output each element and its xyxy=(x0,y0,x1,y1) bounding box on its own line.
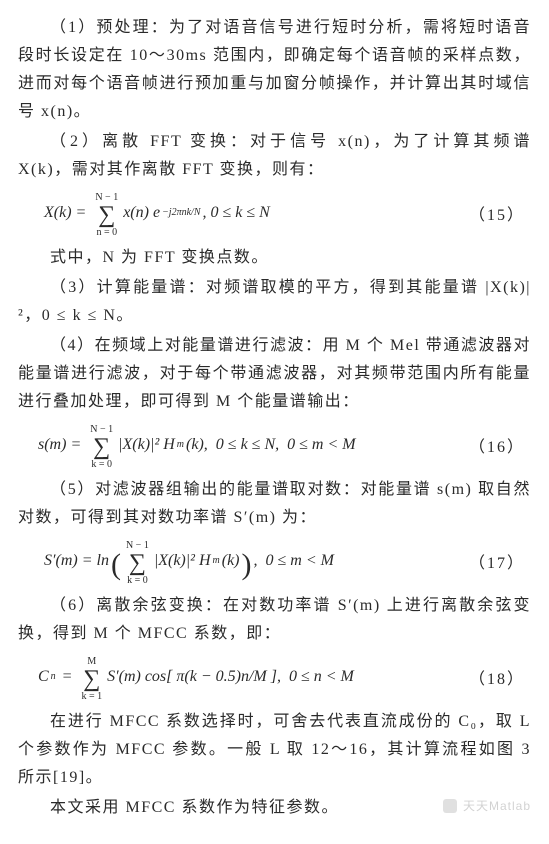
eq15-tail: , 0 ≤ k ≤ N xyxy=(203,204,270,222)
eq15-sum-lower: n = 0 xyxy=(96,227,117,238)
sigma-icon: ∑ xyxy=(129,551,146,575)
sigma-icon: ∑ xyxy=(83,667,100,691)
eq16-sum: N − 1 ∑ k = 0 xyxy=(90,424,113,470)
sigma-icon: ∑ xyxy=(98,203,115,227)
eq15-body: X(k) = N − 1 ∑ n = 0 x(n) e−j2πnk/N, 0 ≤… xyxy=(44,190,270,236)
eq16-sum-lower: k = 0 xyxy=(91,459,112,470)
eq16-term-a: |X(k)|² H xyxy=(118,436,175,454)
eq17-lhs: S′(m) = ln xyxy=(44,552,109,570)
equation-16: s(m) = N − 1 ∑ k = 0 |X(k)|² Hm(k), 0 ≤ … xyxy=(18,422,531,468)
eq16-number: （16） xyxy=(469,433,525,457)
para-4: （3）计算能量谱：对频谱取模的平方，得到其能量谱 |X(k)|²，0 ≤ k ≤… xyxy=(18,274,531,330)
eq18-lhs-a: C xyxy=(38,668,49,686)
watermark-logo-icon xyxy=(443,799,457,813)
watermark-text: 天天Matlab xyxy=(463,797,531,814)
eq15-number: （15） xyxy=(469,201,525,225)
eq17-term-b: (k) xyxy=(222,552,240,570)
eq17-number: （17） xyxy=(469,549,525,573)
eq16-term-b: (k), 0 ≤ k ≤ N, 0 ≤ m < M xyxy=(186,436,356,454)
para-5: （4）在频域上对能量谱进行滤波：用 M 个 Mel 带通滤波器对能量谱进行滤波，… xyxy=(18,332,531,416)
eq18-sum: M ∑ k = 1 xyxy=(81,656,102,702)
eq17-sum-lower: k = 0 xyxy=(127,575,148,586)
eq15-sum: N − 1 ∑ n = 0 xyxy=(95,192,118,238)
eq17-body: S′(m) = ln ( N − 1 ∑ k = 0 |X(k)|² Hm(k)… xyxy=(44,538,334,584)
para-2: （2）离散 FFT 变换：对于信号 x(n)，为了计算其频谱 X(k)，需对其作… xyxy=(18,128,531,184)
para-6: （5）对滤波器组输出的能量谱取对数：对能量谱 s(m) 取自然对数，可得到其对数… xyxy=(18,476,531,532)
para-3: 式中，N 为 FFT 变换点数。 xyxy=(18,244,531,272)
eq17-sum: N − 1 ∑ k = 0 xyxy=(126,540,149,586)
sigma-icon: ∑ xyxy=(93,435,110,459)
para-8: 在进行 MFCC 系数选择时，可舍去代表直流成份的 C₀，取 L 个参数作为 M… xyxy=(18,708,531,792)
eq18-term: S′(m) cos[ π(k − 0.5)n/M ], 0 ≤ n < M xyxy=(107,668,354,686)
eq16-lhs: s(m) = xyxy=(38,436,85,454)
para-7: （6）离散余弦变换：在对数功率谱 S′(m) 上进行离散余弦变换，得到 M 个 … xyxy=(18,592,531,648)
eq18-number: （18） xyxy=(469,665,525,689)
rparen-icon: ) xyxy=(242,553,252,577)
equation-17: S′(m) = ln ( N − 1 ∑ k = 0 |X(k)|² Hm(k)… xyxy=(18,538,531,584)
eq18-sum-lower: k = 1 xyxy=(81,691,102,702)
eq17-tail: , 0 ≤ m < M xyxy=(254,552,334,570)
equation-18: Cn = M ∑ k = 1 S′(m) cos[ π(k − 0.5)n/M … xyxy=(18,654,531,700)
lparen-icon: ( xyxy=(111,553,121,577)
eq17-term-a: |X(k)|² H xyxy=(154,552,211,570)
eq15-term-a: x(n) e xyxy=(123,204,160,222)
eq15-lhs: X(k) = xyxy=(44,204,90,222)
page-body: （1）预处理：为了对语音信号进行短时分析，需将短时语音段时长设定在 10～30m… xyxy=(0,0,549,844)
eq18-lhs-b: = xyxy=(58,668,77,686)
para-1: （1）预处理：为了对语音信号进行短时分析，需将短时语音段时长设定在 10～30m… xyxy=(18,14,531,126)
equation-15: X(k) = N − 1 ∑ n = 0 x(n) e−j2πnk/N, 0 ≤… xyxy=(18,190,531,236)
eq16-body: s(m) = N − 1 ∑ k = 0 |X(k)|² Hm(k), 0 ≤ … xyxy=(38,422,356,468)
eq18-body: Cn = M ∑ k = 1 S′(m) cos[ π(k − 0.5)n/M … xyxy=(38,654,354,700)
watermark: 天天Matlab xyxy=(443,797,531,814)
